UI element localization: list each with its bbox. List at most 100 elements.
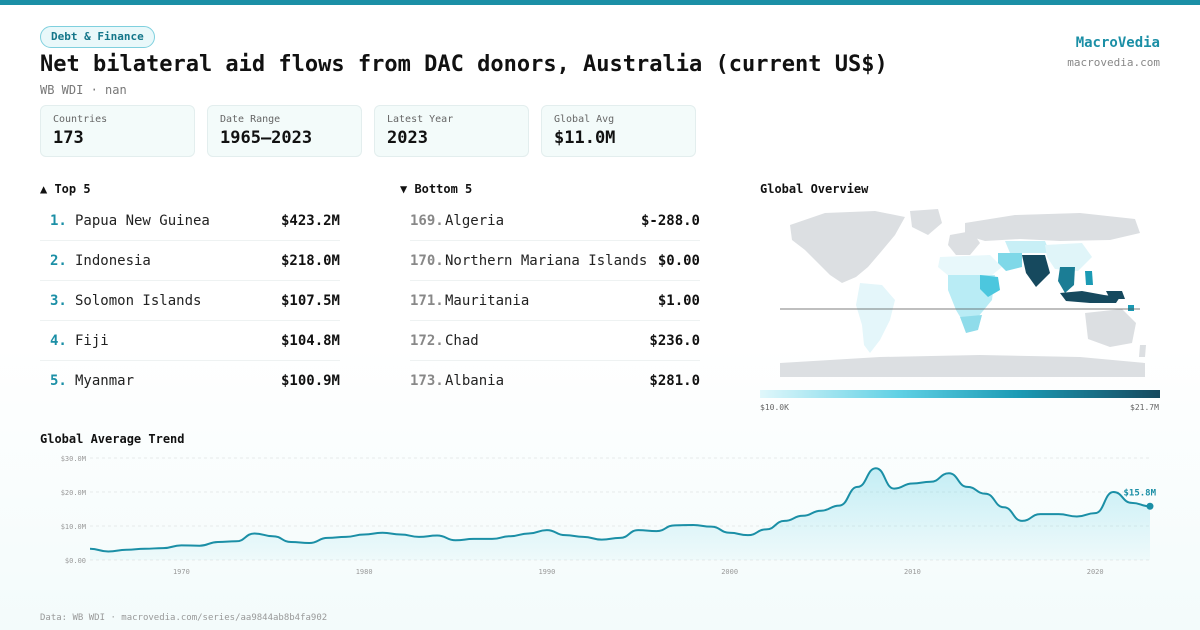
map-color-scale: [760, 390, 1160, 398]
map-new-zealand: [1139, 345, 1146, 357]
stat-value: 1965–2023: [220, 128, 313, 148]
top5-title: ▲ Top 5: [40, 182, 91, 196]
stat-label: Latest Year: [387, 114, 454, 125]
country-value: $100.9M: [280, 373, 340, 389]
top-accent-bar: [0, 0, 1200, 5]
country-name: Mauritania: [445, 293, 530, 309]
y-tick-label: $30.0M: [61, 455, 86, 463]
map-antarctica: [780, 355, 1145, 377]
map-horn-of-africa: [980, 275, 1000, 297]
rank-number: 171.: [410, 293, 444, 309]
country-value: $281.0: [649, 373, 700, 389]
list-item[interactable]: 173. Albania $281.0: [410, 361, 700, 401]
map-russia: [965, 213, 1140, 241]
category-badge[interactable]: Debt & Finance: [40, 26, 155, 48]
trend-end-point[interactable]: [1146, 502, 1154, 510]
stat-card-date-range: Date Range 1965–2023: [207, 105, 362, 157]
data-source-footer: Data: WB WDI · macrovedia.com/series/aa9…: [40, 613, 328, 623]
map-south-america: [856, 283, 895, 353]
stat-card-countries: Countries 173: [40, 105, 195, 157]
rank-number: 2.: [50, 253, 67, 269]
map-china: [1045, 243, 1092, 271]
list-item[interactable]: 3. Solomon Islands $107.5M: [40, 281, 340, 321]
x-tick-label: 2020: [1087, 568, 1104, 576]
brand-url[interactable]: macrovedia.com: [1067, 56, 1160, 69]
trend-end-label: $15.8M: [1123, 488, 1156, 498]
trend-line: [89, 467, 1151, 553]
x-tick-label: 2010: [904, 568, 921, 576]
map-greenland: [910, 209, 942, 235]
list-item[interactable]: 5. Myanmar $100.9M: [40, 361, 340, 401]
country-value: $-288.0: [640, 213, 700, 229]
country-name: Solomon Islands: [75, 293, 202, 309]
country-value: $0.00: [657, 253, 700, 269]
stat-label: Global Avg: [554, 114, 615, 125]
stat-value: 173: [53, 128, 84, 148]
map-papua-new-guinea: [1106, 291, 1125, 299]
bottom5-list: 169. Algeria $-288.0 170. Northern Maria…: [410, 201, 700, 401]
map-middle-east: [998, 253, 1022, 271]
rank-number: 170.: [410, 253, 444, 269]
country-value: $423.2M: [280, 213, 340, 229]
page-title: Net bilateral aid flows from DAC donors,…: [40, 52, 888, 77]
top5-list: 1. Papua New Guinea $423.2M 2. Indonesia…: [40, 201, 340, 401]
rank-number: 4.: [50, 333, 67, 349]
country-name: Algeria: [445, 213, 505, 229]
x-tick-label: 1980: [356, 568, 373, 576]
stat-value: $11.0M: [554, 128, 616, 148]
stat-label: Date Range: [220, 114, 281, 125]
map-philippines: [1085, 271, 1093, 285]
list-item[interactable]: 4. Fiji $104.8M: [40, 321, 340, 361]
brand-logo[interactable]: MacroVedia: [1075, 35, 1160, 51]
global-trend-chart[interactable]: $0.00 $10.0M $20.0M $30.0M 1970 1980 1990 2000 2…: [40, 450, 1160, 585]
rank-number: 172.: [410, 333, 444, 349]
list-item[interactable]: 2. Indonesia $218.0M: [40, 241, 340, 281]
country-name: Fiji: [75, 333, 109, 349]
map-title: Global Overview: [760, 182, 869, 196]
trend-area: [90, 468, 1150, 560]
country-value: $218.0M: [280, 253, 340, 269]
y-tick-label: $20.0M: [61, 489, 86, 497]
stat-card-latest-year: Latest Year 2023: [374, 105, 529, 157]
map-mainland-se-asia: [1058, 267, 1075, 293]
x-tick-label: 2000: [721, 568, 738, 576]
map-pacific-islands: [1128, 305, 1134, 311]
page-subtitle: WB WDI · nan: [40, 83, 127, 97]
country-value: $104.8M: [280, 333, 340, 349]
world-choropleth-map[interactable]: [760, 205, 1160, 385]
rank-number: 5.: [50, 373, 67, 389]
list-item[interactable]: 171. Mauritania $1.00: [410, 281, 700, 321]
country-name: Albania: [445, 373, 505, 389]
y-tick-label: $0.00: [65, 557, 86, 565]
x-tick-label: 1990: [538, 568, 555, 576]
map-indonesia: [1060, 291, 1120, 303]
stat-card-global-avg: Global Avg $11.0M: [541, 105, 696, 157]
rank-number: 169.: [410, 213, 444, 229]
country-value: $1.00: [657, 293, 700, 309]
country-name: Myanmar: [75, 373, 135, 389]
rank-number: 173.: [410, 373, 444, 389]
list-item[interactable]: 169. Algeria $-288.0: [410, 201, 700, 241]
list-item[interactable]: 172. Chad $236.0: [410, 321, 700, 361]
stat-value: 2023: [387, 128, 428, 148]
map-north-africa: [938, 255, 1002, 277]
map-south-asia: [1022, 255, 1050, 287]
bottom5-title: ▼ Bottom 5: [400, 182, 473, 196]
country-name: Northern Mariana Islands: [445, 253, 648, 269]
trend-title: Global Average Trend: [40, 432, 185, 446]
map-legend-max: $21.7M: [1130, 403, 1159, 412]
map-australia: [1085, 309, 1136, 347]
map-central-asia: [1005, 241, 1050, 253]
map-legend-min: $10.0K: [760, 403, 789, 412]
list-item[interactable]: 1. Papua New Guinea $423.2M: [40, 201, 340, 241]
country-value: $107.5M: [280, 293, 340, 309]
stat-label: Countries: [53, 114, 108, 125]
country-value: $236.0: [649, 333, 700, 349]
list-item[interactable]: 170. Northern Mariana Islands $0.00: [410, 241, 700, 281]
rank-number: 1.: [50, 213, 67, 229]
y-tick-label: $10.0M: [61, 523, 86, 531]
rank-number: 3.: [50, 293, 67, 309]
country-name: Papua New Guinea: [75, 213, 210, 229]
country-name: Chad: [445, 333, 479, 349]
x-tick-label: 1970: [173, 568, 190, 576]
